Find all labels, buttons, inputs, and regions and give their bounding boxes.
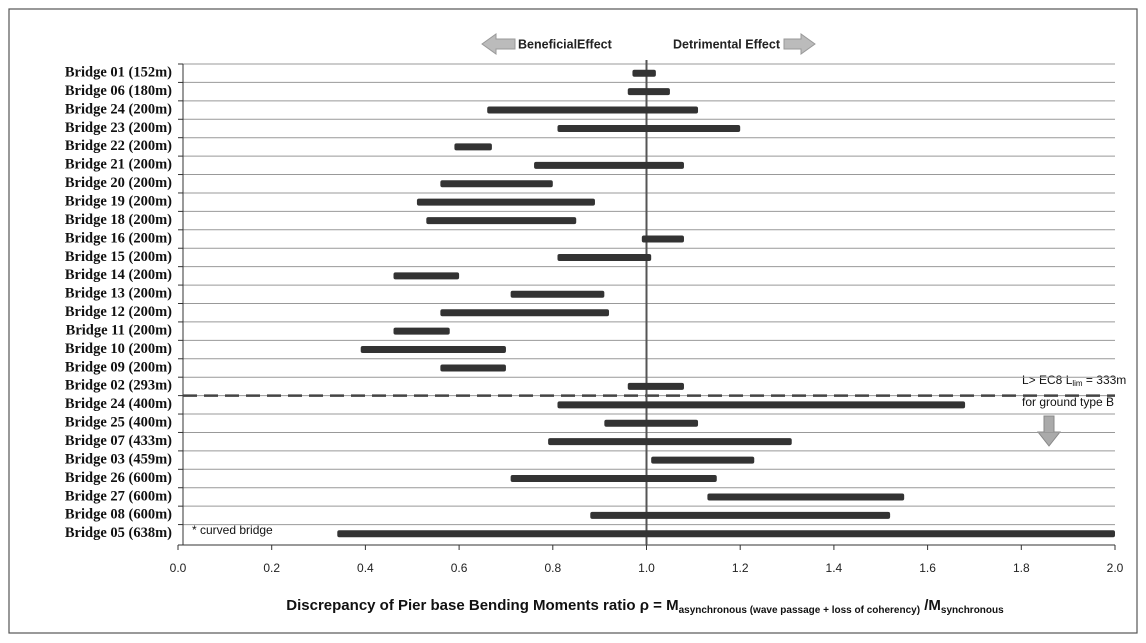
range-bar xyxy=(440,180,553,188)
range-bar xyxy=(510,475,717,483)
category-label: Bridge 24 (200m) xyxy=(65,101,172,117)
range-bar xyxy=(627,382,684,390)
category-label: Bridge 01 (152m) xyxy=(65,65,172,81)
category-label: Bridge 09 (200m) xyxy=(65,359,172,375)
category-label: Bridge 20 (200m) xyxy=(65,175,172,191)
category-label: Bridge 18 (200m) xyxy=(65,212,172,228)
x-tick-label: 0.4 xyxy=(357,561,374,575)
range-bar xyxy=(360,346,506,354)
x-tick-label: 0.6 xyxy=(451,561,468,575)
category-label: Bridge 13 (200m) xyxy=(65,286,172,302)
category-label: Bridge 21 (200m) xyxy=(65,157,172,173)
down-arrow xyxy=(1036,415,1062,447)
range-bar xyxy=(604,419,699,427)
x-tick-label: 0.8 xyxy=(544,561,561,575)
range-bar xyxy=(627,88,670,96)
category-label: Bridge 10 (200m) xyxy=(65,341,172,357)
range-bar xyxy=(534,161,684,169)
range-bar xyxy=(707,493,905,501)
range-bar xyxy=(393,327,450,335)
category-label: Bridge 15 (200m) xyxy=(65,249,172,265)
x-tick-label: 1.2 xyxy=(732,561,749,575)
range-bar xyxy=(557,253,652,261)
range-bar xyxy=(641,235,684,243)
x-tick-label: 1.4 xyxy=(826,561,843,575)
range-bar xyxy=(337,530,1115,538)
range-bar xyxy=(590,511,891,519)
category-label: Bridge 22 (200m) xyxy=(65,138,172,154)
x-tick-label: 0.2 xyxy=(263,561,280,575)
category-label: Bridge 25 (400m) xyxy=(65,415,172,431)
category-label: Bridge 27 (600m) xyxy=(65,488,172,504)
x-tick-label: 1.6 xyxy=(919,561,936,575)
category-label: Bridge 02 (293m) xyxy=(65,378,172,394)
range-bar xyxy=(440,364,506,372)
category-label: Bridge 12 (200m) xyxy=(65,304,172,320)
range-bar xyxy=(510,290,605,298)
x-tick-label: 1.8 xyxy=(1013,561,1030,575)
range-bar xyxy=(440,309,610,317)
category-label: Bridge 14 (200m) xyxy=(65,267,172,283)
range-bar xyxy=(548,438,792,446)
range-bar xyxy=(393,272,460,280)
category-label: Bridge 19 (200m) xyxy=(65,194,172,210)
category-label: Bridge 16 (200m) xyxy=(65,230,172,246)
frame xyxy=(8,8,1138,634)
category-label: Bridge 03 (459m) xyxy=(65,451,172,467)
right-arrow xyxy=(783,33,816,55)
x-tick-label: 2.0 xyxy=(1107,561,1124,575)
range-bar xyxy=(557,124,741,132)
category-label: Bridge 26 (600m) xyxy=(65,470,172,486)
category-label: Bridge 11 (200m) xyxy=(66,322,172,338)
range-bar xyxy=(416,198,595,206)
category-label: Bridge 08 (600m) xyxy=(65,507,172,523)
range-bar xyxy=(487,106,699,114)
category-label: Bridge 24 (400m) xyxy=(65,396,172,412)
limit-label: L> EC8 Llim = 333m xyxy=(1022,373,1126,388)
range-bar xyxy=(454,143,492,151)
left-arrow xyxy=(481,33,516,55)
x-tick-label: 1.0 xyxy=(638,561,655,575)
range-bar xyxy=(426,217,577,225)
detrimental-label: Detrimental Effect xyxy=(673,37,781,51)
range-bar xyxy=(632,69,656,77)
category-label: Bridge 05 (638m) xyxy=(65,525,172,541)
limit-label-2: for ground type B xyxy=(1022,395,1114,409)
x-axis-label: Discrepancy of Pier base Bending Moments… xyxy=(286,597,1004,616)
range-bar xyxy=(557,401,966,409)
range-bar xyxy=(651,456,755,464)
curved-note: * curved bridge xyxy=(192,523,273,537)
category-label: Bridge 07 (433m) xyxy=(65,433,172,449)
category-label: Bridge 23 (200m) xyxy=(65,120,172,136)
category-label: Bridge 06 (180m) xyxy=(65,83,172,99)
beneficial-label: BeneficialEffect xyxy=(518,37,613,51)
x-tick-label: 0.0 xyxy=(170,561,187,575)
